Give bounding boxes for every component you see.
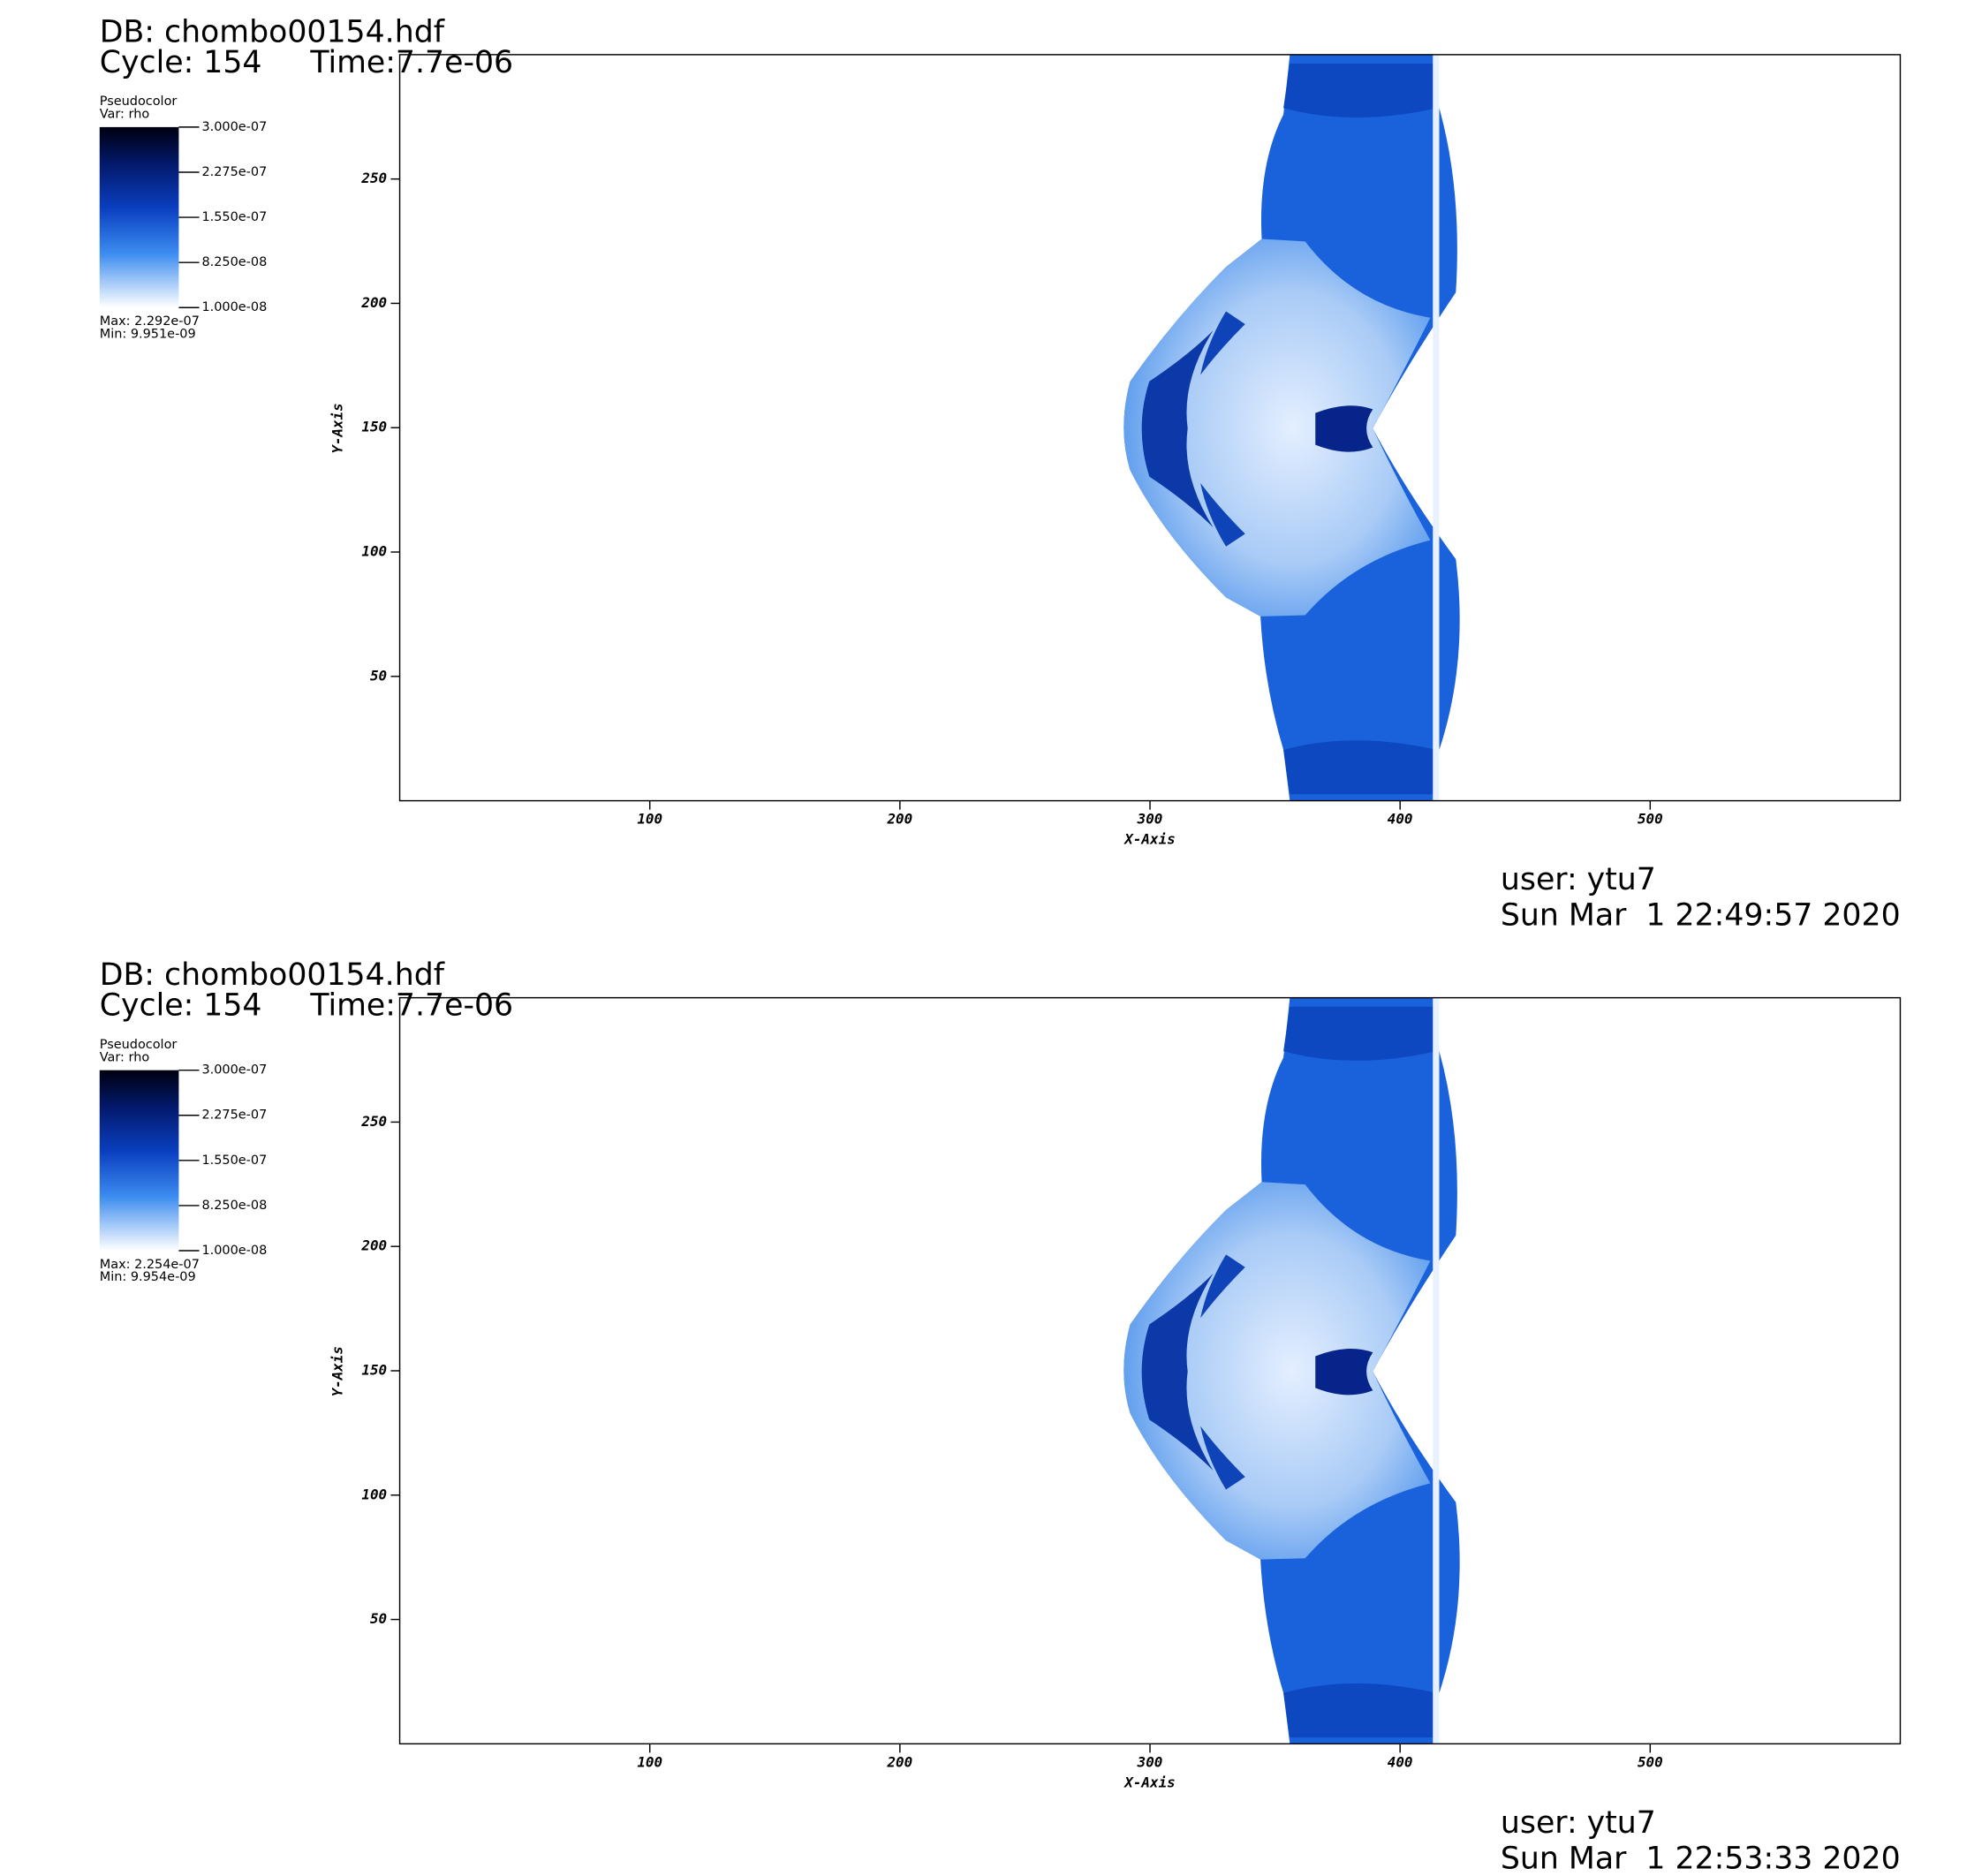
cycle: Cycle: 154 — [100, 45, 262, 80]
x-tick-label: 400 — [1388, 811, 1413, 828]
y-axis-title: Y-Axis — [329, 403, 346, 453]
x-tick-label: 100 — [637, 1753, 662, 1770]
y-tick-label: 250 — [360, 170, 387, 186]
colorbar-label: 1.550e-07 — [201, 210, 267, 224]
x-tick-label: 300 — [1137, 811, 1163, 828]
x-tick-label: 100 — [637, 811, 662, 828]
y-tick-label: 50 — [370, 1610, 387, 1627]
legend-plot: Pseudocolor — [100, 95, 178, 109]
user: user: ytu7 — [1501, 862, 1656, 897]
colorbar-label: 2.275e-07 — [201, 165, 267, 179]
colorbar-label: 2.275e-07 — [201, 1108, 267, 1123]
y-tick-label: 250 — [360, 1113, 387, 1130]
date: Sun Mar 1 22:53:33 2020 — [1501, 1841, 1901, 1876]
user: user: ytu7 — [1501, 1805, 1656, 1841]
db-name: DB: chombo00154.hdf — [100, 957, 445, 993]
colorbar-label: 3.000e-07 — [201, 120, 267, 134]
y-tick-label: 50 — [370, 667, 387, 684]
density-field — [1123, 997, 1460, 1744]
y-axis-title: Y-Axis — [329, 1346, 346, 1396]
legend-plot: Pseudocolor — [100, 1038, 178, 1052]
y-tick-label: 150 — [361, 1362, 387, 1379]
legend-var: Var: rho — [100, 1050, 150, 1064]
legend-min: Min: 9.954e-09 — [100, 1270, 196, 1284]
date: Sun Mar 1 22:49:57 2020 — [1501, 898, 1901, 934]
x-axis-title: X-Axis — [1123, 1774, 1175, 1790]
colorbar-label: 1.000e-08 — [201, 1244, 267, 1258]
colorbar-label: 8.250e-08 — [201, 255, 267, 269]
y-tick-label: 100 — [361, 1486, 387, 1502]
colorbar-label: 8.250e-08 — [201, 1199, 267, 1213]
colorbar — [99, 1070, 179, 1251]
legend-max: Max: 2.254e-07 — [100, 1258, 200, 1272]
y-tick-label: 150 — [361, 419, 387, 435]
cycle: Cycle: 154 — [100, 988, 262, 1024]
x-tick-label: 500 — [1638, 1753, 1663, 1770]
x-tick-label: 200 — [886, 1753, 912, 1770]
colorbar-label: 1.550e-07 — [201, 1154, 267, 1168]
colorbar — [99, 126, 179, 308]
colorbar-label: 1.000e-08 — [201, 300, 267, 314]
y-tick-label: 200 — [360, 1237, 387, 1254]
x-tick-label: 300 — [1137, 1753, 1163, 1770]
x-axis-title: X-Axis — [1123, 831, 1175, 848]
time: Time:7.7e-06 — [309, 988, 513, 1024]
legend-min: Min: 9.951e-09 — [100, 327, 196, 341]
time: Time:7.7e-06 — [309, 45, 513, 80]
db-name: DB: chombo00154.hdf — [100, 14, 445, 49]
colorbar-label: 3.000e-07 — [201, 1063, 267, 1078]
legend-max: Max: 2.292e-07 — [100, 314, 200, 329]
legend-var: Var: rho — [100, 108, 150, 122]
y-tick-label: 200 — [360, 294, 387, 311]
y-tick-label: 100 — [361, 543, 387, 560]
x-tick-label: 400 — [1388, 1753, 1413, 1770]
x-tick-label: 500 — [1638, 811, 1663, 828]
density-field — [1123, 54, 1460, 801]
x-tick-label: 200 — [886, 811, 912, 828]
